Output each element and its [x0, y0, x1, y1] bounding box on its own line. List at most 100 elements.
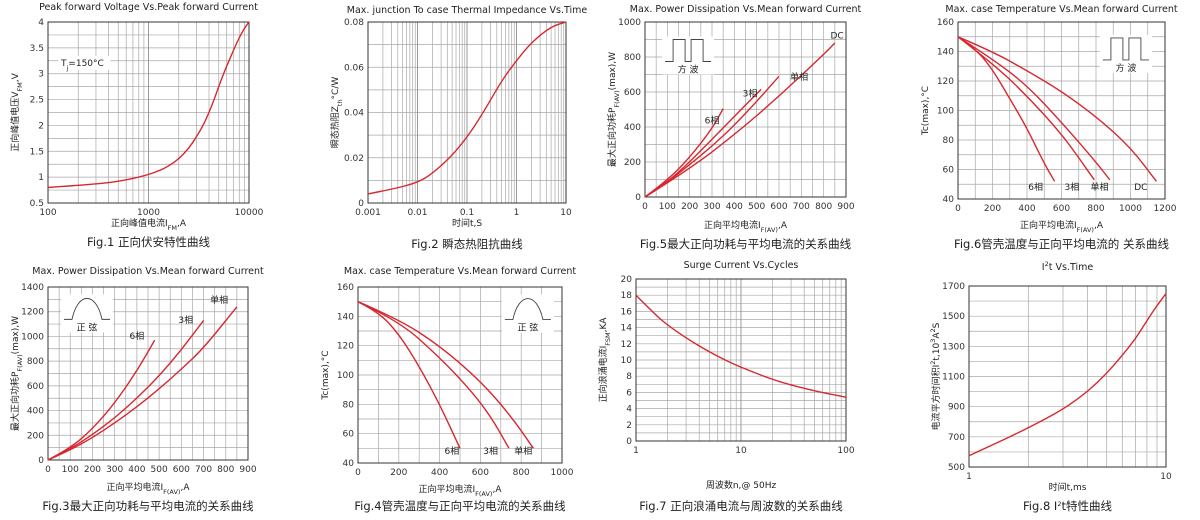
y-axis-label: 正向峰值电压VFM,V	[9, 72, 24, 151]
y-tick-label: 800	[624, 53, 641, 63]
y-tick-label: 1100	[942, 373, 965, 383]
y-tick-label: 40	[943, 195, 955, 205]
y-tick-label: 400	[27, 407, 44, 417]
y-tick-label: 10	[621, 356, 633, 366]
x-tick-label: 1000	[137, 208, 160, 218]
x-tick-label: 500	[151, 465, 168, 475]
series-label: 单相	[514, 445, 532, 457]
fig7-chart: 1 10 100 0 2 4 6 8 10 12 14 16 18 20 Surge Current Vs.…	[597, 260, 855, 513]
y-axis-label: 最大正向功耗PF(AV)(max),W	[606, 52, 621, 167]
x-tick-label: 10	[1160, 472, 1172, 482]
fig2-chart: 0.001 0.01 0.1 1 10 0 0.02 0.04 0.06 0.08 Max. jun…	[329, 5, 587, 251]
x-tick-label: 100	[837, 446, 854, 456]
series-line-1	[957, 36, 1095, 181]
x-tick-label: 800	[815, 202, 832, 212]
y-tick-label: 3	[38, 70, 44, 80]
y-tick-label: 0	[358, 199, 364, 209]
x-tick-label: 500	[748, 202, 765, 212]
series-label: 3相	[483, 445, 498, 457]
y-axis-label: Tc(max),°C	[321, 350, 331, 400]
x-tick-label: 400	[128, 465, 145, 475]
wave-icon-bg	[1099, 34, 1152, 73]
y-tick-label: 100	[937, 107, 954, 117]
x-tick-label: 1000	[1119, 204, 1142, 214]
y-tick-label: 400	[624, 123, 641, 133]
x-tick-label: 400	[1018, 204, 1035, 214]
series-label: 3相	[178, 314, 193, 326]
wave-icon-bg	[501, 294, 554, 333]
x-tick-label: 700	[793, 202, 810, 212]
y-tick-label: 1.5	[30, 147, 44, 157]
figure-caption: Fig.1 正向伏安特性曲线	[87, 235, 210, 249]
x-tick-label: 0	[955, 204, 961, 214]
series-line-0	[47, 339, 156, 461]
figure-caption: Fig.7 正向浪涌电流与周波数的关系曲线	[639, 499, 843, 513]
y-tick-label: 0.06	[344, 63, 364, 73]
series-label: 6相	[1028, 181, 1043, 193]
x-tick-label: 200	[681, 202, 698, 212]
x-tick-label: 0.001	[355, 208, 381, 218]
chart-title: Max. case Temperature Vs.Mean forward Cu…	[344, 266, 577, 277]
y-tick-label: 500	[948, 463, 965, 473]
series-line-1	[47, 319, 205, 461]
x-tick-label: 1	[514, 208, 520, 218]
x-tick-label: 0	[45, 465, 51, 475]
y-tick-label: 140	[337, 312, 354, 322]
fig8-chart: 1 10 500 700 900 1100 1300 1500 1700 I2t Vs.Time 时…	[929, 260, 1172, 513]
x-tick-label: 800	[513, 468, 530, 478]
series-line-1	[644, 88, 762, 198]
y-tick-label: 700	[948, 433, 965, 443]
junction-temp-annotation: Tj=150°C	[60, 59, 104, 72]
x-tick-label: 1000	[551, 468, 574, 478]
y-tick-label: 3.5	[30, 44, 44, 54]
x-tick-label: 800	[1087, 204, 1104, 214]
x-axis-label: 正向平均电流IF(AV),A	[704, 219, 788, 234]
y-axis-label: Tc(max),°C	[921, 86, 931, 136]
x-tick-label: 10	[735, 446, 747, 456]
x-tick-label: 300	[106, 465, 123, 475]
plot-frame	[47, 286, 249, 461]
y-tick-label: 1400	[21, 283, 44, 293]
y-tick-label: 1000	[618, 18, 641, 28]
x-tick-label: 200	[390, 468, 407, 478]
series-line-2	[957, 36, 1111, 181]
x-tick-label: 0	[355, 468, 361, 478]
series-label: 3相	[743, 87, 758, 99]
y-tick-label: 1300	[942, 342, 965, 352]
wave-label: 正 弦	[77, 321, 98, 333]
y-tick-label: 200	[624, 158, 641, 168]
figure-caption: Fig.8 I2t特性曲线	[1023, 499, 1112, 513]
y-tick-label: 600	[624, 88, 641, 98]
x-axis-label: 正向平均电流IF(AV),A	[1020, 219, 1104, 234]
plot-frame	[957, 21, 1166, 200]
plot-frame	[367, 21, 567, 204]
series-line-3	[644, 42, 836, 198]
y-tick-label: 1000	[21, 332, 44, 342]
y-tick-label: 80	[343, 400, 355, 410]
x-tick-label: 0.1	[460, 208, 474, 218]
series-line-1	[357, 301, 510, 449]
x-axis-label: 正向平均电流IF(AV),A	[107, 481, 191, 496]
y-tick-label: 14	[621, 324, 633, 334]
y-tick-label: 40	[343, 459, 355, 469]
series-label: 6相	[444, 445, 459, 457]
y-tick-label: 20	[621, 275, 633, 285]
series-line-2	[644, 75, 780, 198]
x-tick-label: 0	[642, 202, 648, 212]
x-tick-label: 400	[431, 468, 448, 478]
annotation-bg	[58, 55, 111, 70]
series-line-0	[957, 36, 1056, 182]
figure-caption: Fig.2 瞬态热阻抗曲线	[411, 237, 523, 251]
x-tick-label: 800	[217, 465, 234, 475]
y-tick-label: 16	[621, 307, 633, 317]
y-tick-label: 80	[943, 136, 955, 146]
x-tick-label: 200	[984, 204, 1001, 214]
square-wave-icon	[1102, 37, 1149, 61]
x-axis-label: 周波数n,@ 50Hz	[706, 479, 777, 491]
wave-label: 方 波	[678, 64, 699, 76]
series-line-2	[47, 306, 238, 461]
x-tick-label: 600	[770, 202, 787, 212]
x-tick-label: 600	[472, 468, 489, 478]
y-tick-label: 0.5	[30, 199, 44, 209]
series-line	[47, 21, 250, 189]
